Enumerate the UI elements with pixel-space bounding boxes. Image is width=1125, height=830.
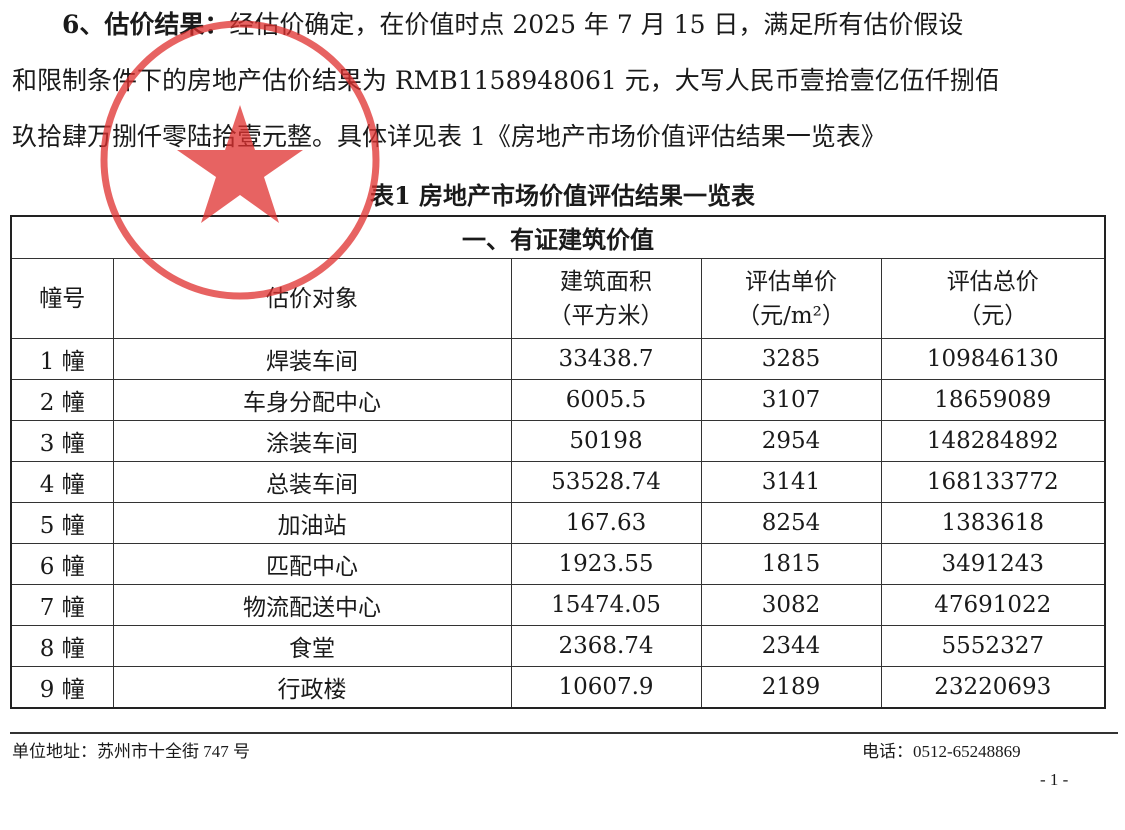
table-row: 3 幢涂装车间 50198 2954 148284892: [10, 420, 1106, 462]
table-cell: 2189: [700, 666, 882, 709]
table-row: 1 幢焊装车间 33438.7 3285 109846130: [10, 338, 1106, 380]
table-cell: 33438.7: [510, 338, 702, 380]
table-cell: 1383618: [880, 502, 1106, 544]
table-cell: 23220693: [880, 666, 1106, 709]
valuation-result-paragraph: 6、估价结果：经估价确定，在价值时点 2025 年 7 月 15 日，满足所有估…: [12, 0, 1112, 165]
footer-phone: 电话：0512-65248869: [862, 742, 1021, 761]
table-cell: 9 幢: [10, 666, 114, 709]
footer-address: 单位地址：苏州市十全街 747 号: [12, 742, 250, 761]
table-cell: 5 幢: [10, 502, 114, 544]
table-row: 2 幢车身分配中心 6005.5 3107 18659089: [10, 379, 1106, 421]
table-cell: 7 幢: [10, 584, 114, 626]
table-cell: 18659089: [880, 379, 1106, 421]
table-cell: 3491243: [880, 543, 1106, 585]
table-row: 4 幢总装车间 53528.74 3141 168133772: [10, 461, 1106, 503]
table-cell: 1 幢: [10, 338, 114, 380]
column-header: 建筑面积 （平方米）: [510, 258, 702, 339]
table-cell: 4 幢: [10, 461, 114, 503]
paragraph-line: 玖拾肆万捌仟零陆拾壹元整。具体详见表 1《房地产市场价值评估结果一览表》: [12, 122, 886, 151]
table-cell: 3285: [700, 338, 882, 380]
table-cell: 47691022: [880, 584, 1106, 626]
section-lead: 6、估价结果：: [62, 10, 230, 39]
table-cell: 总装车间: [112, 461, 512, 503]
column-header: 评估单价 （元/m²）: [700, 258, 882, 339]
table-cell: 8254: [700, 502, 882, 544]
column-header: 幢号: [10, 258, 114, 339]
table-cell: 53528.74: [510, 461, 702, 503]
page-number: - 1 -: [1040, 770, 1069, 789]
table-cell: 焊装车间: [112, 338, 512, 380]
column-header: 估价对象: [112, 258, 512, 339]
table-row: 7 幢物流配送中心 15474.05 3082 47691022: [10, 584, 1106, 626]
table-cell: 148284892: [880, 420, 1106, 462]
table-section-title: 一、有证建筑价值: [10, 215, 1106, 259]
table-cell: 50198: [510, 420, 702, 462]
table-row: 6 幢匹配中心 1923.55 1815 3491243: [10, 543, 1106, 585]
paragraph-line: 和限制条件下的房地产估价结果为 RMB1158948061 元，大写人民币壹拾壹…: [12, 66, 1000, 95]
table-cell: 5552327: [880, 625, 1106, 667]
table-cell: 109846130: [880, 338, 1106, 380]
table-cell: 3107: [700, 379, 882, 421]
table-cell: 3 幢: [10, 420, 114, 462]
table-cell: 2344: [700, 625, 882, 667]
table-cell: 2 幢: [10, 379, 114, 421]
table-cell: 15474.05: [510, 584, 702, 626]
table-row: 5 幢加油站 167.63 8254 1383618: [10, 502, 1106, 544]
table-cell: 加油站: [112, 502, 512, 544]
footer-divider: [10, 732, 1118, 734]
table-cell: 10607.9: [510, 666, 702, 709]
table-cell: 6 幢: [10, 543, 114, 585]
table-cell: 匹配中心: [112, 543, 512, 585]
table-cell: 3141: [700, 461, 882, 503]
table-cell: 物流配送中心: [112, 584, 512, 626]
table-cell: 涂装车间: [112, 420, 512, 462]
table-row: 9 幢行政楼 10607.9 2189 23220693: [10, 666, 1106, 709]
table-title: 表1 房地产市场价值评估结果一览表: [369, 181, 756, 210]
table-cell: 2954: [700, 420, 882, 462]
table-cell: 6005.5: [510, 379, 702, 421]
valuation-table: 一、有证建筑价值 幢号 估价对象 建筑面积 （平方米） 评估单价 （元/m²） 评估总价…: [10, 215, 1106, 709]
table-cell: 3082: [700, 584, 882, 626]
table-cell: 行政楼: [112, 666, 512, 709]
table-cell: 2368.74: [510, 625, 702, 667]
table-cell: 8 幢: [10, 625, 114, 667]
table-cell: 食堂: [112, 625, 512, 667]
table-cell: 167.63: [510, 502, 702, 544]
table-cell: 1923.55: [510, 543, 702, 585]
table-cell: 1815: [700, 543, 882, 585]
table-cell: 168133772: [880, 461, 1106, 503]
table-cell: 车身分配中心: [112, 379, 512, 421]
column-header: 评估总价 （元）: [880, 258, 1106, 339]
table-row: 8 幢食堂 2368.74 2344 5552327: [10, 625, 1106, 667]
